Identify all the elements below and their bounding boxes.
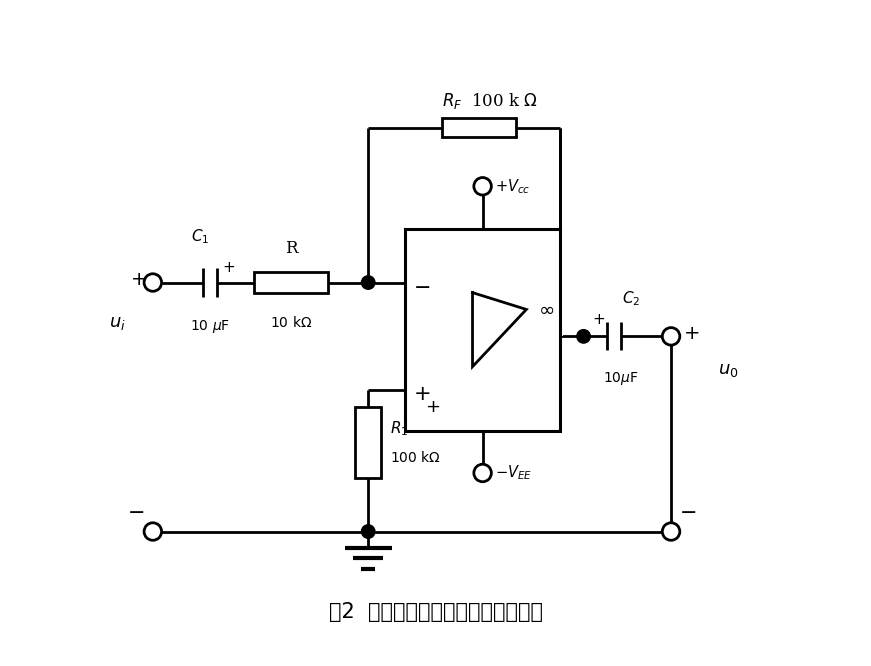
FancyBboxPatch shape xyxy=(442,119,517,137)
Text: $+$: $+$ xyxy=(425,398,441,416)
Circle shape xyxy=(361,525,375,538)
Circle shape xyxy=(662,523,679,540)
Text: $+$: $+$ xyxy=(683,324,699,342)
Text: 100 k$\Omega$: 100 k$\Omega$ xyxy=(389,450,441,465)
Circle shape xyxy=(474,178,491,195)
Text: R: R xyxy=(285,240,297,257)
Text: $-$: $-$ xyxy=(414,276,430,296)
Text: 10 $\mu$F: 10 $\mu$F xyxy=(190,318,230,334)
FancyBboxPatch shape xyxy=(355,407,381,478)
Text: 10 k$\Omega$: 10 k$\Omega$ xyxy=(270,315,312,330)
FancyBboxPatch shape xyxy=(253,272,327,292)
Text: 图2  双电源反相输入式交流放大电路: 图2 双电源反相输入式交流放大电路 xyxy=(328,602,543,622)
Circle shape xyxy=(361,276,375,289)
Text: $u_0$: $u_0$ xyxy=(719,361,739,379)
FancyBboxPatch shape xyxy=(405,228,560,431)
Circle shape xyxy=(662,328,679,345)
Text: $+$: $+$ xyxy=(592,312,605,327)
Circle shape xyxy=(577,330,591,343)
Text: $+V_{cc}$: $+V_{cc}$ xyxy=(495,177,530,196)
Text: $-$: $-$ xyxy=(127,501,145,521)
Text: $+$: $+$ xyxy=(130,270,146,288)
Text: $u_i$: $u_i$ xyxy=(109,314,126,332)
Circle shape xyxy=(144,523,162,540)
FancyBboxPatch shape xyxy=(557,282,564,336)
Text: $C_1$: $C_1$ xyxy=(191,227,209,246)
Text: $\infty$: $\infty$ xyxy=(538,300,555,319)
Text: $-$: $-$ xyxy=(679,501,697,521)
Text: 10$\mu$F: 10$\mu$F xyxy=(603,370,638,387)
Circle shape xyxy=(144,274,162,291)
Text: $C_2$: $C_2$ xyxy=(622,290,640,308)
Text: $R_F$  100 k $\Omega$: $R_F$ 100 k $\Omega$ xyxy=(442,91,538,111)
Text: $+$: $+$ xyxy=(222,260,235,275)
Text: $+$: $+$ xyxy=(414,384,430,404)
Circle shape xyxy=(474,464,491,482)
Text: $-V_{EE}$: $-V_{EE}$ xyxy=(495,464,532,482)
Text: $R_1$: $R_1$ xyxy=(389,420,408,438)
